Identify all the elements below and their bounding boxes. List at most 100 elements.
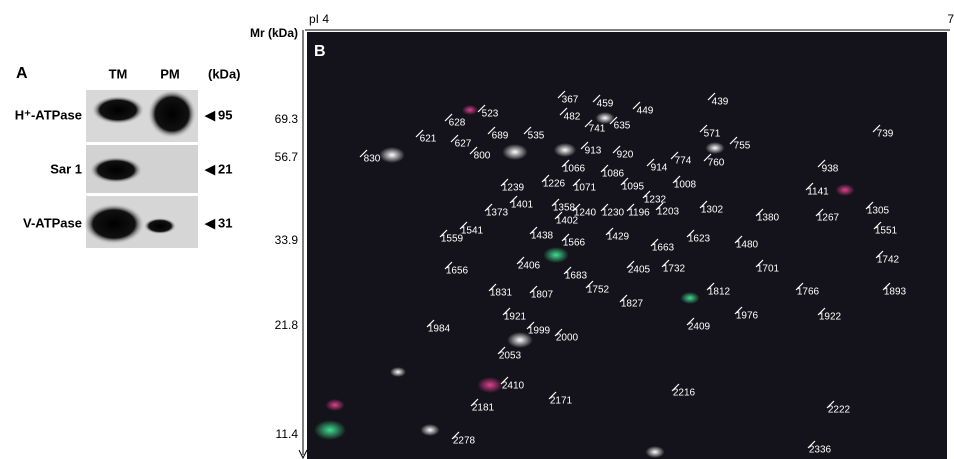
spot-label: 1086 (602, 169, 625, 180)
spot-label: 628 (449, 118, 466, 129)
arrow: ◀ (204, 161, 216, 176)
gel-spot (390, 367, 406, 377)
spot-pointer (526, 321, 535, 330)
gel-spot (502, 144, 528, 160)
gel-spot (543, 247, 569, 263)
spot-pointer (807, 440, 816, 449)
panel-label: A (16, 65, 28, 82)
gel-spot (314, 420, 346, 440)
spot-pointer (873, 221, 882, 230)
spot-pointer (734, 306, 743, 315)
spot-label: 800 (474, 151, 491, 162)
spot-pointer (548, 391, 557, 400)
spot-label: 1196 (628, 208, 650, 219)
spot-pointer (529, 285, 538, 294)
spot-pointer (450, 134, 459, 143)
spot-pointer (609, 116, 618, 125)
mass-label: 21 (218, 161, 232, 176)
spot-label: 1831 (490, 288, 513, 299)
spot-pointer (755, 259, 764, 268)
spot-label: 2000 (556, 333, 579, 344)
spot-pointer (563, 266, 572, 275)
spot-pointer (605, 227, 614, 236)
spot-pointer (415, 129, 424, 138)
spot-label: 755 (734, 141, 751, 152)
spot-label: 2216 (673, 388, 696, 399)
gel-spot (379, 147, 405, 163)
spot-label: 2053 (499, 351, 522, 362)
blots (84, 90, 198, 248)
pi-start: pI 4 (309, 12, 329, 26)
spot-pointer (559, 107, 568, 116)
gel (307, 32, 947, 459)
gel-spot (507, 332, 533, 348)
panel-label: B (314, 43, 326, 60)
spot-pointer (672, 175, 681, 184)
arrow: ◀ (204, 107, 216, 122)
spot-pointer (572, 203, 581, 212)
spot-label: 1066 (563, 164, 586, 175)
spot-pointer (554, 211, 563, 220)
row-label: Sar 1 (50, 161, 82, 176)
spot-pointer (600, 203, 609, 212)
spot-label: 1921 (504, 312, 527, 323)
spot-pointer (686, 229, 695, 238)
spot-pointer (554, 328, 563, 337)
spot-label: 571 (704, 129, 721, 140)
spot-label: 2406 (518, 261, 541, 272)
gel-spot (680, 292, 700, 304)
spot-pointer (500, 376, 509, 385)
spot-label: 1203 (657, 207, 680, 218)
spot-pointer (650, 238, 659, 247)
spot-pointer (551, 198, 560, 207)
spot-pointer (817, 159, 826, 168)
spot-label: 1402 (556, 216, 579, 227)
arrow: ◀ (204, 215, 216, 230)
row-label: H⁺-ATPase (15, 107, 82, 122)
spot-pointer (529, 226, 538, 235)
spot-label: 1559 (441, 234, 464, 245)
spot-label: 2405 (628, 265, 651, 276)
spot-pointer (882, 282, 891, 291)
spot-label: 621 (420, 134, 437, 145)
spot-pointer (661, 259, 670, 268)
spot-pointer (686, 317, 695, 326)
spot-pointer (580, 141, 589, 150)
spot-label: 439 (712, 97, 729, 108)
spot-label: 2278 (453, 436, 476, 447)
column-label: PM (160, 66, 180, 81)
gel-spot (462, 105, 478, 115)
spot-label: 2222 (828, 405, 851, 416)
spot-pointer (484, 203, 493, 212)
spot-pointer (487, 126, 496, 135)
spot-label: 1226 (543, 179, 566, 190)
spot-pointer (671, 383, 680, 392)
spot-pointer (500, 178, 509, 187)
spot-pointer (729, 136, 738, 145)
spot-pointer (817, 307, 826, 316)
spot-pointer (557, 90, 566, 99)
spot-label: 1008 (674, 180, 697, 191)
row-label: V-ATPase (23, 215, 82, 230)
spot-pointer (502, 307, 511, 316)
spot-pointer (561, 159, 570, 168)
spot-pointer (826, 400, 835, 409)
spot-label: 1922 (819, 312, 842, 323)
gel-spot (477, 377, 503, 393)
gel-spot (325, 399, 345, 411)
spot-pointer (620, 177, 629, 186)
mr-tick-label: 33.9 (275, 233, 299, 247)
gel-spot (645, 446, 665, 458)
spot-pointer (619, 294, 628, 303)
spot-pointer (439, 229, 448, 238)
mr-arrow (298, 449, 308, 459)
spot-label: 1541 (461, 226, 484, 237)
spot-pointer (632, 101, 641, 110)
spot-pointer (497, 346, 506, 355)
spot-label: 627 (455, 139, 472, 150)
spot-label: 1232 (644, 195, 667, 206)
mr-tick-label: 69.3 (275, 112, 299, 126)
mr-tick-label: 21.8 (275, 318, 299, 332)
spot-label: 459 (597, 99, 614, 110)
spot-label: 1984 (428, 324, 451, 335)
